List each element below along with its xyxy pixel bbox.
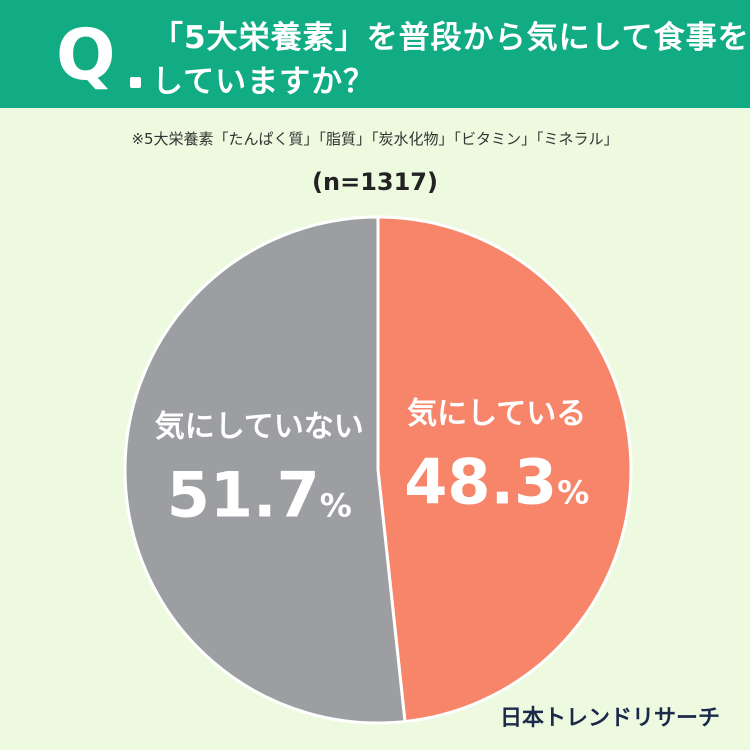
question-line-1: 「5大栄養素」を普段から気にして食事を [152,20,750,56]
slice-value-number-2: 51.7 [167,458,320,531]
slice-label-2: 気にしていない [155,409,364,444]
brand-logo: 日本トレンドリサーチ [499,706,720,731]
pie-slice-1 [376,215,633,724]
question-header: Q 「5大栄養素」を普段から気にして食事を していますか？ [0,0,750,108]
slice-value-unit-1: % [557,474,589,512]
pie-slice-2 [123,215,407,725]
slice-value-1: 48.3% [404,446,589,519]
question-mark-dot [130,77,141,88]
slice-label-1: 気にしている [407,397,586,432]
pie-slices [123,215,633,725]
pie-labels: 気にしている 48.3% 気にしていない 51.7% [155,397,590,532]
sample-size: (n=1317) [312,168,438,196]
slice-value-unit-2: % [320,486,352,524]
question-text: 「5大栄養素」を普段から気にして食事を していますか？ [152,16,750,104]
question-line-2: していますか？ [152,64,376,100]
question-mark: Q [56,14,116,96]
slice-value-2: 51.7% [167,458,352,531]
nutrient-note: ※5大栄養素「たんぱく質」「脂質」「炭水化物」「ビタミン」「ミネラル」 [131,130,619,148]
slice-value-number-1: 48.3 [404,446,557,519]
